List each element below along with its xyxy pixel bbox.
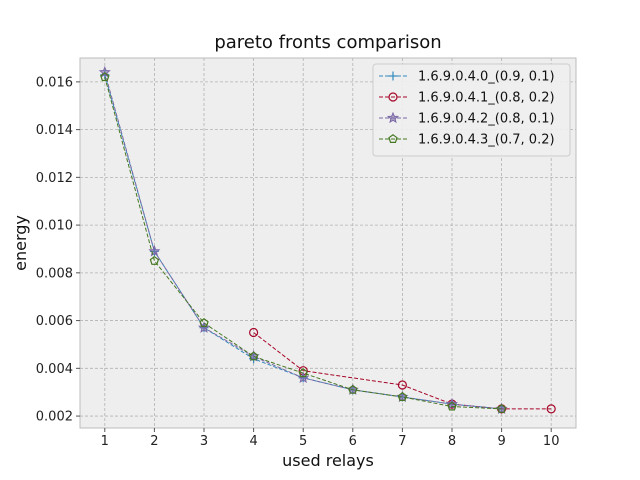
- legend-label: 1.6.9.0.4.2_(0.8, 0.1): [418, 112, 555, 127]
- y-tick-label: 0.016: [36, 75, 73, 90]
- series-line: [104, 76, 502, 410]
- series-line: [253, 332, 552, 410]
- x-tick-label: 9: [497, 434, 505, 449]
- x-tick-label: 3: [200, 434, 208, 449]
- legend-marker: [388, 71, 398, 81]
- data-point: [496, 403, 507, 413]
- legend-label: 1.6.9.0.4.0_(0.9, 0.1): [418, 70, 555, 85]
- data-point: [348, 384, 358, 394]
- legend-marker: [386, 111, 400, 124]
- series-layer: [98, 65, 556, 415]
- data-point: [249, 327, 259, 338]
- y-tick-label: 0.008: [36, 266, 73, 281]
- series-4: [100, 72, 507, 413]
- data-point: [100, 72, 110, 82]
- legend-box: [372, 63, 571, 157]
- legend: 1.6.9.0.4.0_(0.9, 0.1) 1.6.9.0.4.1_(0.8, …: [372, 63, 571, 157]
- data-point: [148, 245, 161, 257]
- x-tick-label: 4: [249, 434, 257, 449]
- y-tick-label: 0.004: [36, 362, 73, 377]
- data-point: [447, 401, 457, 411]
- data-point: [297, 371, 310, 384]
- data-point: [546, 404, 556, 414]
- y-tick-label: 0.010: [36, 219, 73, 234]
- x-tick-label: 1: [101, 434, 109, 449]
- y-axis-label: energy: [11, 215, 30, 271]
- data-point: [197, 321, 211, 333]
- x-axis-label: used relays: [282, 451, 374, 470]
- x-tick-label: 2: [150, 434, 158, 449]
- legend-item: 1.6.9.0.4.0_(0.9, 0.1): [379, 70, 555, 85]
- y-tick-label: 0.014: [36, 123, 73, 138]
- legend-item: 1.6.9.0.4.1_(0.8, 0.2): [379, 91, 555, 106]
- data-point: [98, 65, 111, 78]
- x-tick-label: 7: [398, 434, 406, 449]
- legend-marker: [388, 92, 398, 102]
- data-point: [248, 351, 259, 361]
- data-point: [397, 392, 408, 401]
- x-tick-label: 8: [448, 434, 456, 449]
- x-tick-label: 10: [543, 434, 560, 449]
- legend-label: 1.6.9.0.4.1_(0.8, 0.2): [418, 91, 555, 106]
- chart-title: pareto fronts comparison: [214, 32, 441, 53]
- legend-item: 1.6.9.0.4.3_(0.7, 0.2): [379, 133, 555, 148]
- legend-label: 1.6.9.0.4.3_(0.7, 0.2): [418, 133, 555, 148]
- data-point: [149, 255, 160, 265]
- y-tick-label: 0.002: [36, 410, 73, 425]
- y-tick-label: 0.006: [36, 314, 73, 329]
- axis-ticks: 1 2 3 4 5 6 7 8 9 10 0.002 0.004 0.006 0.008 0.010 0.01…: [36, 75, 560, 449]
- data-point: [298, 368, 308, 378]
- x-tick-label: 6: [349, 434, 357, 449]
- x-tick-label: 5: [299, 434, 307, 449]
- data-point: [199, 318, 209, 327]
- legend-item: 1.6.9.0.4.2_(0.8, 0.1): [379, 112, 555, 127]
- data-point: [397, 380, 407, 390]
- legend-marker: [388, 134, 398, 143]
- series-line: [104, 72, 502, 410]
- y-tick-label: 0.012: [36, 171, 73, 186]
